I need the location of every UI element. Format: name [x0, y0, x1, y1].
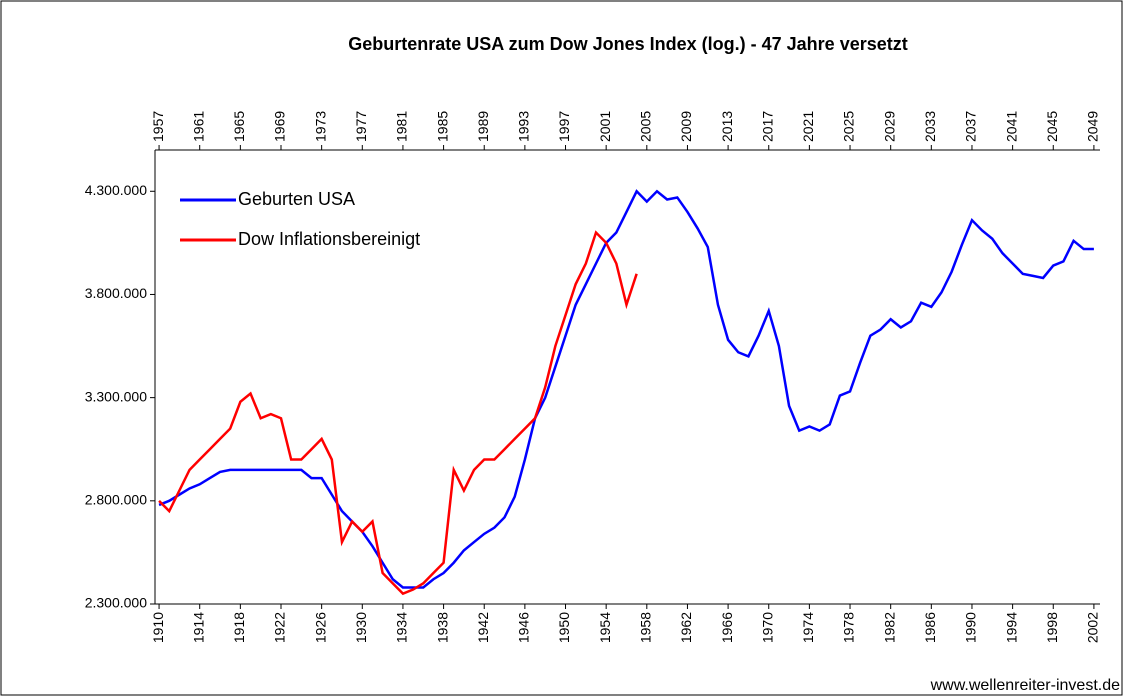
x-tick-label: 1954 — [597, 612, 613, 643]
x-tick-label: 1926 — [312, 612, 328, 643]
x-tick-label: 1978 — [841, 612, 857, 643]
legend-label: Geburten USA — [238, 189, 355, 209]
x2-tick-label: 2041 — [1003, 111, 1019, 142]
y-tick-label: 3.800.000 — [85, 285, 147, 301]
y-tick-label: 2.300.000 — [85, 595, 147, 611]
x2-tick-label: 2001 — [597, 111, 613, 142]
x2-tick-label: 1965 — [231, 111, 247, 142]
x2-tick-label: 2017 — [759, 111, 775, 142]
x2-tick-label: 2045 — [1044, 111, 1060, 142]
x-tick-label: 1930 — [353, 612, 369, 643]
x2-tick-label: 2013 — [719, 111, 735, 142]
x-tick-label: 1910 — [150, 612, 166, 643]
x-tick-label: 1998 — [1044, 612, 1060, 643]
footer: www.wellenreiter-invest.de — [930, 677, 1121, 694]
x2-tick-label: 1993 — [516, 111, 532, 142]
x2-tick-label: 1985 — [434, 111, 450, 142]
legend-label: Dow Inflationsbereinigt — [238, 229, 420, 249]
x-tick-label: 1938 — [434, 612, 450, 643]
x-tick-label: 1986 — [922, 612, 938, 643]
y-tick-label: 3.300.000 — [85, 388, 147, 404]
x-tick-label: 1970 — [759, 612, 775, 643]
x-tick-label: 1922 — [272, 612, 288, 643]
x2-tick-label: 2037 — [963, 111, 979, 142]
x2-tick-label: 1997 — [556, 111, 572, 142]
x2-tick-label: 1977 — [353, 111, 369, 142]
x2-tick-label: 1961 — [190, 111, 206, 142]
x2-tick-label: 2029 — [881, 111, 897, 142]
y-tick-label: 4.300.000 — [85, 182, 147, 198]
x-tick-label: 1942 — [475, 612, 491, 643]
x-tick-label: 1950 — [556, 612, 572, 643]
x-tick-label: 1994 — [1003, 612, 1019, 643]
chart-title: Geburtenrate USA zum Dow Jones Index (lo… — [348, 34, 907, 54]
x-tick-label: 1990 — [963, 612, 979, 643]
x-tick-label: 1918 — [231, 612, 247, 643]
x2-tick-label: 2033 — [922, 111, 938, 142]
x-tick-label: 1966 — [719, 612, 735, 643]
x2-tick-label: 1981 — [394, 111, 410, 142]
y-tick-label: 2.800.000 — [85, 492, 147, 508]
x-tick-label: 1914 — [190, 612, 206, 643]
x-tick-label: 1934 — [394, 612, 410, 643]
x-tick-label: 1946 — [516, 612, 532, 643]
series-line — [158, 230, 638, 596]
x2-tick-label: 2049 — [1085, 111, 1101, 142]
x2-tick-label: 1989 — [475, 111, 491, 142]
x-tick-label: 1974 — [800, 612, 816, 643]
series-line — [158, 189, 1094, 589]
x-tick-label: 1958 — [638, 612, 654, 643]
x2-tick-label: 2005 — [638, 111, 654, 142]
x2-tick-label: 1973 — [312, 111, 328, 142]
x2-tick-label: 2021 — [800, 111, 816, 142]
x-tick-label: 1982 — [881, 612, 897, 643]
x2-tick-label: 2025 — [841, 111, 857, 142]
x2-tick-label: 2009 — [678, 111, 694, 142]
x2-tick-label: 1957 — [150, 111, 166, 142]
x2-tick-label: 1969 — [272, 111, 288, 142]
x-tick-label: 2002 — [1085, 612, 1101, 643]
x-tick-label: 1962 — [678, 612, 694, 643]
